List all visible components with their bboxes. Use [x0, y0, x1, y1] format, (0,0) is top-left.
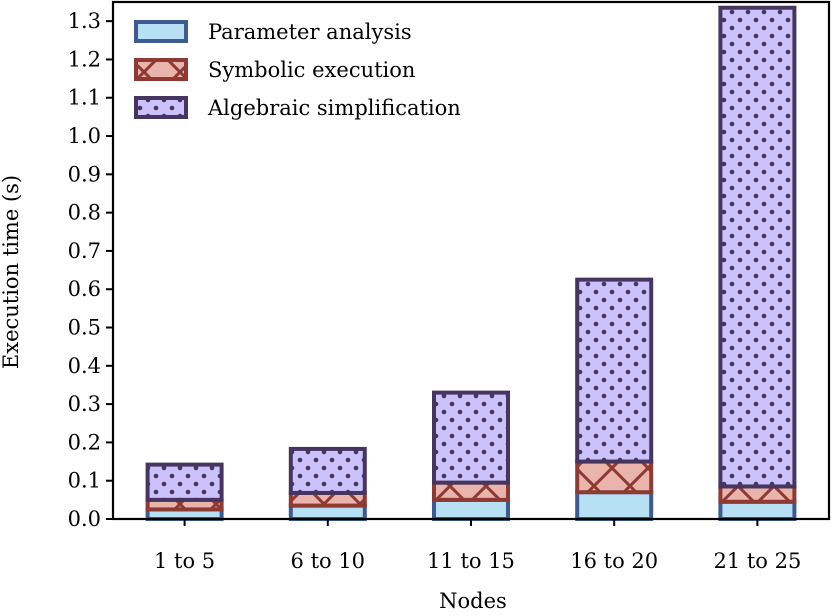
bar-edge [432, 390, 510, 485]
legend-label: Parameter analysis [208, 20, 412, 44]
legend-swatch-edge [134, 20, 188, 43]
y-tick-label: 1.1 [68, 86, 101, 110]
legend-item-symbolic-execution: Symbolic execution [134, 58, 415, 82]
bar-hatch [290, 448, 365, 493]
bar-hatch [720, 486, 795, 502]
bar-hatch [290, 492, 365, 506]
bar-algebraic-simplification-11-to-15 [432, 390, 510, 485]
bar-algebraic-simplification-6-to-10 [288, 446, 367, 495]
bar-hatch [434, 482, 508, 500]
y-tick-label: 0.3 [68, 392, 101, 416]
bar-symbolic-execution-21-to-25 [718, 484, 797, 504]
x-tick-label: 6 to 10 [291, 549, 366, 573]
x-tick-label: 11 to 15 [427, 549, 515, 573]
x-tick-label: 16 to 20 [570, 549, 658, 573]
bar-hatch [720, 7, 795, 487]
legend-swatch [136, 22, 186, 41]
y-tick-label: 0.7 [68, 239, 101, 263]
x-tick-label: 1 to 5 [154, 549, 215, 573]
x-tick-label: 21 to 25 [713, 549, 801, 573]
bar-edge [718, 5, 797, 489]
bar-parameter-analysis-21-to-25 [718, 499, 797, 521]
legend-swatch-edge [134, 96, 188, 119]
y-tick-label: 0.9 [68, 162, 101, 186]
bar-symbolic-execution-16-to-20 [575, 459, 654, 495]
bar-hatch [577, 461, 652, 493]
legend: Parameter analysis Symbolic execution Alge… [134, 20, 461, 120]
y-tick-label: 1.2 [68, 47, 101, 71]
y-tick-label: 0.6 [68, 277, 101, 301]
legend-label: Algebraic simplification [207, 96, 461, 120]
y-tick-label: 0.8 [68, 201, 101, 225]
bar-algebraic-simplification-21-to-25 [718, 5, 797, 489]
y-tick-label: 0.5 [68, 316, 101, 340]
bar-algebraic-simplification-1-to-5 [145, 462, 224, 502]
bar-parameter-analysis-16-to-20 [575, 490, 654, 522]
legend-swatch-hatch [136, 98, 186, 117]
bar-edge [145, 462, 224, 502]
y-tick-label: 1.3 [68, 9, 101, 33]
bar-fill [577, 492, 652, 519]
bar-hatch [147, 499, 222, 510]
bar-hatch [577, 279, 652, 462]
bar-fill [290, 505, 365, 519]
legend-label: Symbolic execution [208, 58, 415, 82]
y-axis-label: Execution time (s) [0, 175, 23, 369]
bar-fill [720, 501, 795, 519]
legend-swatch-hatch [136, 60, 186, 79]
legend-swatch-edge [134, 58, 188, 81]
bar-algebraic-simplification-16-to-20 [575, 277, 654, 464]
x-axis-label: Nodes [439, 589, 507, 613]
y-tick-label: 0.1 [68, 469, 101, 493]
bar-fill [434, 499, 508, 519]
bar-edge [575, 277, 654, 464]
axes-layer: 0.0 0.1 0.2 0.3 0.4 0.5 0.6 0.7 0.8 0.9 1.0 1.1 1.2 1… [68, 0, 831, 573]
bar-hatch [147, 464, 222, 500]
bar-parameter-analysis-6-to-10 [288, 503, 367, 521]
y-tick-label: 0.0 [68, 507, 101, 531]
legend-item-parameter-analysis: Parameter analysis [134, 20, 412, 44]
bar-symbolic-execution-11-to-15 [432, 480, 510, 502]
bars-layer [145, 5, 797, 522]
bar-fill [147, 509, 222, 519]
legend-item-algebraic-simplification: Algebraic simplification [134, 96, 461, 120]
y-tick-label: 0.2 [68, 430, 101, 454]
y-tick-label: 0.4 [68, 354, 101, 378]
bar-edge [288, 446, 367, 495]
bar-hatch [434, 392, 508, 483]
y-tick-label: 1.0 [68, 124, 101, 148]
bar-parameter-analysis-11-to-15 [432, 497, 510, 521]
